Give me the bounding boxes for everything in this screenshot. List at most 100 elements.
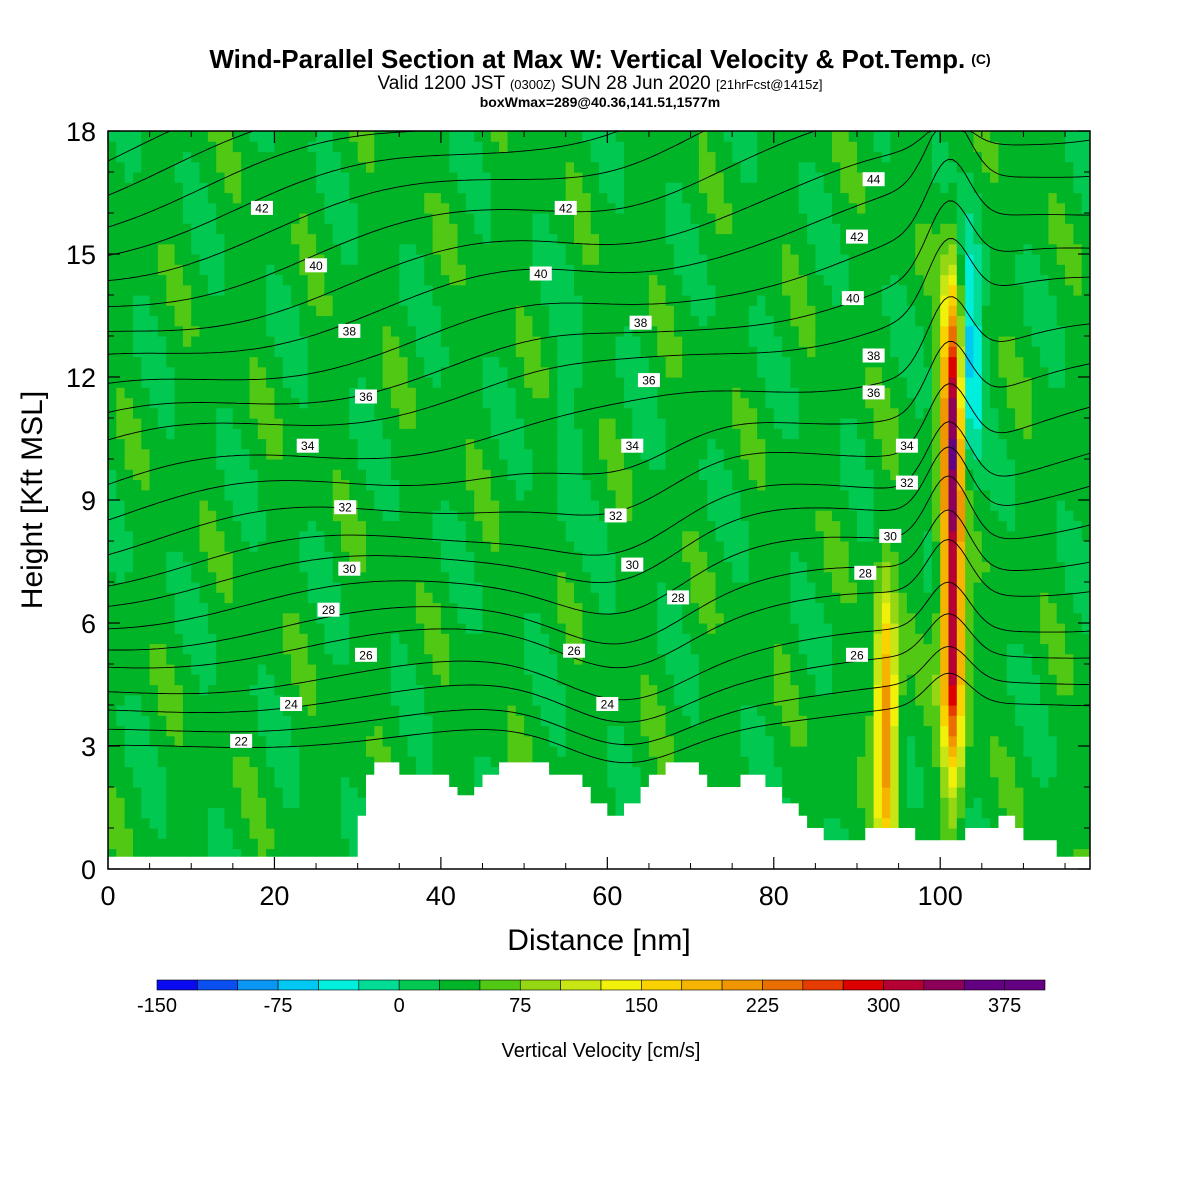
heat-cell	[499, 172, 508, 183]
heat-cell	[207, 192, 217, 204]
heat-cell	[174, 387, 184, 399]
heat-cell	[532, 448, 542, 460]
heat-cell	[232, 725, 242, 737]
heat-cell	[407, 500, 417, 511]
heat-cell	[191, 448, 201, 460]
heat-cell	[207, 674, 217, 686]
heat-cell	[407, 448, 417, 460]
heat-cell	[257, 438, 267, 450]
heat-cell	[640, 489, 650, 501]
heat-cell	[673, 315, 683, 327]
heat-cell	[249, 141, 259, 153]
heat-cell	[299, 274, 309, 286]
heat-cell	[349, 674, 359, 686]
heat-cell	[424, 366, 434, 378]
heat-cell	[415, 551, 425, 563]
heat-cell	[582, 305, 592, 317]
heat-cell	[116, 551, 126, 563]
heat-cell	[490, 172, 500, 183]
heat-cell	[166, 284, 176, 296]
heat-cell	[599, 172, 608, 183]
heat-cell	[157, 561, 167, 573]
heat-cell	[291, 202, 300, 214]
heat-cell	[341, 274, 350, 286]
heat-cell	[465, 541, 475, 552]
heat-cell	[257, 756, 267, 768]
heat-cell	[673, 192, 683, 204]
heat-cell	[499, 336, 508, 347]
heat-cell	[374, 510, 384, 522]
heat-cell	[341, 448, 350, 460]
heat-cell	[599, 161, 608, 173]
heat-cell	[465, 305, 475, 317]
heat-cell	[282, 797, 292, 809]
heat-cell	[624, 766, 633, 778]
heat-cell	[624, 479, 633, 491]
heat-cell	[133, 500, 142, 511]
heat-cell	[407, 592, 417, 604]
heat-cell	[357, 418, 367, 429]
heat-cell	[291, 766, 300, 778]
heat-cell	[166, 633, 176, 645]
heat-cell	[607, 592, 617, 604]
heat-cell	[141, 848, 151, 860]
heat-cell	[648, 284, 658, 296]
heat-cell	[332, 407, 342, 419]
heat-cell	[407, 438, 417, 450]
heat-cell	[407, 172, 417, 183]
heat-cell	[415, 561, 425, 573]
heat-cell	[673, 254, 683, 265]
heat-cell	[524, 182, 533, 194]
heat-cell	[457, 315, 467, 327]
heat-cell	[324, 141, 334, 153]
heat-cell	[182, 387, 192, 399]
heat-cell	[524, 233, 533, 245]
heat-cell	[182, 797, 192, 809]
heat-cell	[232, 223, 242, 235]
heat-cell	[515, 131, 525, 142]
heat-cell	[557, 520, 567, 532]
heat-cell	[382, 643, 392, 655]
heat-cell	[182, 161, 192, 173]
heat-cell	[590, 612, 600, 624]
heat-cell	[415, 172, 425, 183]
heat-cell	[116, 141, 126, 153]
heat-cell	[524, 387, 533, 399]
heat-cell	[382, 500, 392, 511]
heat-cell	[565, 407, 575, 419]
heat-cell	[349, 387, 359, 399]
heat-cell	[199, 828, 209, 839]
heat-cell	[257, 274, 267, 286]
heat-cell	[632, 387, 642, 399]
heat-cell	[549, 735, 558, 747]
heat-cell	[332, 223, 342, 235]
heat-cell	[515, 213, 525, 224]
heat-cell	[232, 541, 242, 552]
heat-cell	[615, 377, 625, 388]
heat-cell	[424, 295, 434, 306]
heat-cell	[624, 633, 633, 645]
heat-cell	[182, 643, 192, 655]
heat-cell	[291, 448, 300, 460]
heat-cell	[657, 633, 667, 645]
heat-cell	[457, 141, 467, 153]
heat-cell	[399, 459, 409, 470]
heat-cell	[207, 612, 217, 624]
heat-cell	[474, 407, 484, 419]
heat-cell	[599, 541, 608, 552]
heat-cell	[191, 571, 201, 583]
heat-cell	[357, 438, 367, 450]
heat-cell	[216, 407, 226, 419]
heat-cell	[366, 500, 375, 511]
heat-cell	[257, 500, 267, 511]
heat-cell	[174, 161, 184, 173]
heat-cell	[382, 274, 392, 286]
heat-cell	[474, 366, 484, 378]
heat-cell	[316, 418, 325, 429]
heat-cell	[124, 438, 134, 450]
heat-cell	[141, 131, 151, 142]
heat-cell	[124, 807, 134, 819]
heat-cell	[207, 172, 217, 183]
heat-cell	[673, 602, 683, 614]
heat-cell	[141, 541, 151, 552]
